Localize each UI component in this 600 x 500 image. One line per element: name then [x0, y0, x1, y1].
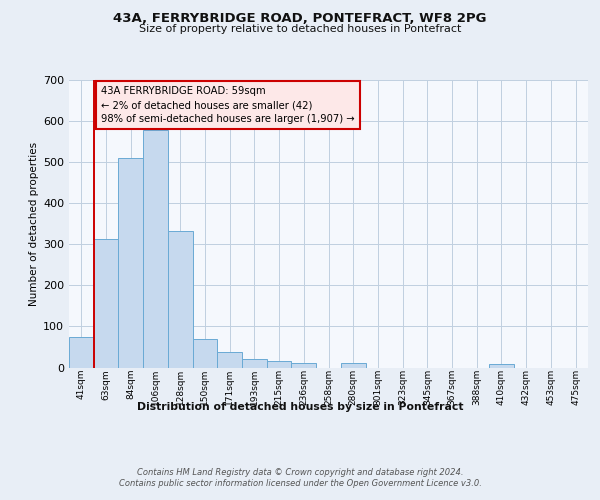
Text: 43A FERRYBRIDGE ROAD: 59sqm
← 2% of detached houses are smaller (42)
98% of semi: 43A FERRYBRIDGE ROAD: 59sqm ← 2% of deta…	[101, 86, 355, 124]
Y-axis label: Number of detached properties: Number of detached properties	[29, 142, 39, 306]
Bar	[118, 158, 143, 368]
Bar	[217, 352, 242, 368]
Bar	[69, 336, 94, 368]
Bar	[341, 363, 365, 368]
Text: Distribution of detached houses by size in Pontefract: Distribution of detached houses by size …	[137, 402, 463, 412]
Bar	[143, 130, 168, 368]
Bar	[267, 360, 292, 368]
Text: Contains HM Land Registry data © Crown copyright and database right 2024.
Contai: Contains HM Land Registry data © Crown c…	[119, 468, 481, 487]
Bar	[168, 230, 193, 368]
Bar	[292, 362, 316, 368]
Bar	[489, 364, 514, 368]
Bar	[94, 240, 118, 368]
Text: 43A, FERRYBRIDGE ROAD, PONTEFRACT, WF8 2PG: 43A, FERRYBRIDGE ROAD, PONTEFRACT, WF8 2…	[113, 12, 487, 26]
Text: Size of property relative to detached houses in Pontefract: Size of property relative to detached ho…	[139, 24, 461, 34]
Bar	[242, 360, 267, 368]
Bar	[193, 339, 217, 368]
